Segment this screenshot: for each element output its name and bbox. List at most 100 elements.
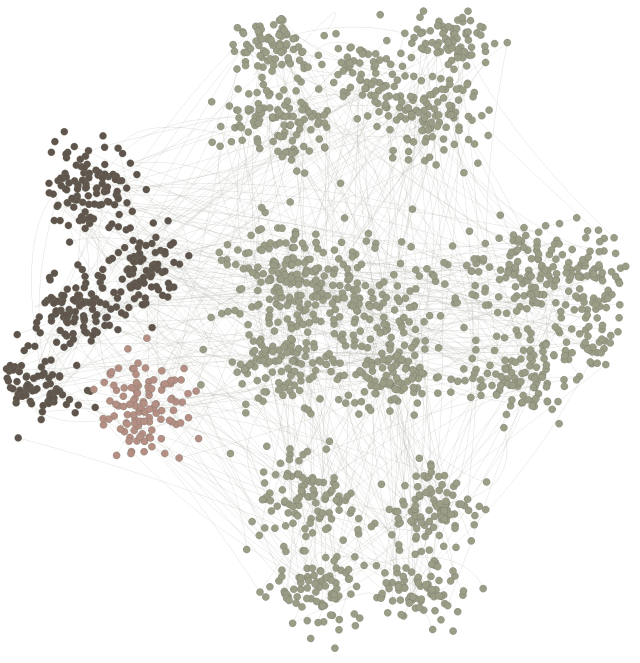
node xyxy=(560,382,569,391)
node xyxy=(591,300,600,309)
node xyxy=(411,502,420,510)
node xyxy=(51,137,59,146)
edge xyxy=(51,297,531,341)
node xyxy=(169,406,178,415)
node xyxy=(464,506,473,515)
node xyxy=(439,542,448,551)
node xyxy=(519,391,527,400)
node xyxy=(460,365,468,373)
node xyxy=(274,147,282,156)
node xyxy=(114,248,123,257)
node xyxy=(273,502,281,510)
edge xyxy=(68,225,252,364)
node xyxy=(523,304,531,313)
edge xyxy=(82,219,287,477)
node xyxy=(140,437,149,446)
edge xyxy=(373,393,399,585)
edge xyxy=(104,306,527,383)
node xyxy=(401,481,409,490)
node xyxy=(278,572,286,581)
node xyxy=(80,283,89,292)
node xyxy=(45,179,53,188)
node xyxy=(115,210,123,219)
node xyxy=(426,91,434,99)
node xyxy=(127,449,135,458)
node xyxy=(164,279,173,288)
node xyxy=(130,282,138,290)
node xyxy=(320,119,329,127)
node xyxy=(277,48,285,57)
node xyxy=(124,345,132,353)
node xyxy=(504,268,512,277)
node xyxy=(54,201,62,209)
node xyxy=(312,499,320,507)
node xyxy=(33,385,41,393)
node xyxy=(351,553,359,561)
node xyxy=(451,524,459,533)
node xyxy=(616,301,624,309)
node xyxy=(408,344,416,352)
node xyxy=(382,93,391,101)
node xyxy=(92,189,101,198)
node xyxy=(425,311,434,320)
edge xyxy=(134,285,445,604)
edge xyxy=(59,375,305,409)
node xyxy=(300,259,309,267)
edge xyxy=(347,279,432,595)
node xyxy=(411,550,419,559)
node xyxy=(140,417,148,426)
node xyxy=(62,150,70,158)
node xyxy=(130,426,138,435)
node xyxy=(223,260,232,269)
node xyxy=(69,335,78,344)
node xyxy=(283,97,292,105)
node xyxy=(234,246,242,254)
node xyxy=(470,521,478,529)
node xyxy=(404,104,413,112)
node xyxy=(225,102,234,110)
node xyxy=(46,276,54,284)
node xyxy=(41,299,49,307)
edge xyxy=(84,331,298,597)
edge xyxy=(266,38,482,396)
node xyxy=(70,142,79,151)
edge xyxy=(126,202,506,278)
edge xyxy=(61,85,384,303)
node xyxy=(298,106,306,114)
node xyxy=(604,294,612,303)
node xyxy=(394,582,403,591)
node xyxy=(468,354,476,363)
node xyxy=(467,537,476,545)
node xyxy=(152,233,160,242)
edge xyxy=(155,403,441,505)
node xyxy=(293,270,301,278)
node xyxy=(262,86,271,95)
node xyxy=(112,400,120,409)
edge xyxy=(357,282,443,520)
edge xyxy=(164,341,254,454)
node xyxy=(140,447,148,456)
node xyxy=(344,283,352,292)
node xyxy=(123,420,131,428)
node xyxy=(436,312,445,320)
node xyxy=(313,284,321,293)
node xyxy=(397,238,406,246)
node xyxy=(13,330,21,339)
node xyxy=(233,23,242,32)
edge xyxy=(26,56,348,387)
node xyxy=(24,342,32,350)
node xyxy=(47,148,56,157)
node xyxy=(226,449,235,458)
node xyxy=(280,86,288,94)
node xyxy=(119,392,128,401)
edge xyxy=(31,73,376,405)
node xyxy=(259,468,268,476)
node xyxy=(112,303,121,311)
edge xyxy=(17,64,449,335)
node xyxy=(483,369,492,378)
node xyxy=(288,619,297,628)
node xyxy=(393,282,402,290)
node xyxy=(392,564,401,572)
node xyxy=(462,62,471,70)
